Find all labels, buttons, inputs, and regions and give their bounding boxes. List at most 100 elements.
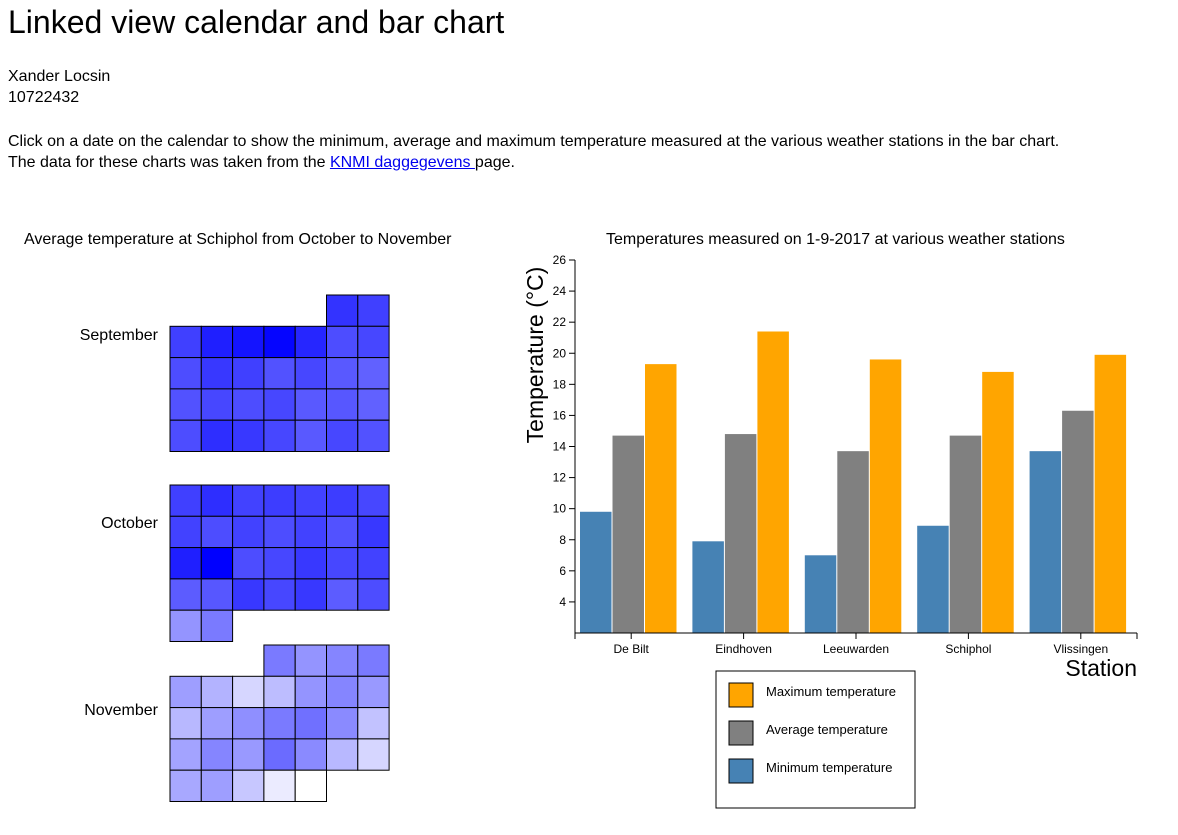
- calendar-day-october-25[interactable]: [263, 578, 296, 611]
- legend-label-average: Average temperature: [766, 722, 888, 737]
- bar-maximum-vlissingen[interactable]: [1094, 354, 1127, 633]
- calendar-day-november-27[interactable]: [200, 769, 234, 803]
- calendar-day-november-11[interactable]: [357, 675, 390, 709]
- intro-line-1: Click on a date on the calendar to show …: [8, 133, 1060, 150]
- student-id: 10722432: [8, 89, 80, 106]
- calendar-day-november-26[interactable]: [169, 769, 202, 803]
- calendar-day-november-5[interactable]: [169, 675, 202, 709]
- legend-swatch-maximum: [728, 682, 754, 708]
- month-label-november: November: [84, 702, 158, 719]
- calendar-day-november-19[interactable]: [169, 738, 202, 771]
- calendar-day-october-21[interactable]: [357, 547, 390, 580]
- calendar-day-october-20[interactable]: [326, 547, 359, 580]
- y-tick-label-24: 24: [553, 284, 567, 298]
- calendar-day-october-12[interactable]: [294, 515, 328, 549]
- calendar-day-october-14[interactable]: [357, 515, 390, 549]
- bar-average-schiphol[interactable]: [949, 435, 982, 633]
- x-tick-label-vlissingen: Vlissingen: [1053, 642, 1108, 656]
- x-tick-label-leeuwarden: Leeuwarden: [823, 642, 889, 656]
- intro-text: Click on a date on the calendar to show …: [8, 131, 1059, 173]
- x-axis-label: Station: [1065, 655, 1137, 681]
- y-tick-label-22: 22: [553, 315, 567, 329]
- y-tick-label-12: 12: [553, 471, 567, 485]
- calendar-day-september-19[interactable]: [232, 388, 265, 421]
- intro-line-2-suffix: page.: [474, 154, 515, 171]
- intro-line-2: The data for these charts was taken from…: [8, 152, 1059, 173]
- calendar-day-october-29[interactable]: [169, 609, 202, 643]
- calendar-day-october-19[interactable]: [294, 547, 328, 580]
- calendar-day-november-29[interactable]: [263, 769, 296, 803]
- calendar-day-november-4[interactable]: [357, 644, 390, 677]
- calendar-day-september-6[interactable]: [263, 325, 296, 359]
- bar-maximum-schiphol[interactable]: [982, 371, 1014, 633]
- bar-minimum-schiphol[interactable]: [917, 525, 949, 633]
- month-label-september: September: [80, 327, 159, 344]
- calendar-day-november-24[interactable]: [326, 738, 359, 771]
- calendar-day-september-22[interactable]: [326, 388, 359, 421]
- bar-average-vlissingen[interactable]: [1062, 410, 1094, 633]
- bar-maximum-leeuwarden[interactable]: [869, 359, 902, 633]
- bar-average-de-bilt[interactable]: [612, 435, 645, 633]
- calendar-day-september-30[interactable]: [357, 419, 390, 453]
- legend-box: [715, 670, 916, 809]
- calendar-day-september-25[interactable]: [200, 419, 234, 453]
- calendar-day-september-12[interactable]: [232, 357, 265, 390]
- calendar-day-november-3[interactable]: [326, 644, 359, 677]
- calendar-day-october-10[interactable]: [232, 515, 265, 549]
- intro-line-2-prefix: The data for these charts was taken from…: [8, 154, 330, 171]
- bar-minimum-de-bilt[interactable]: [580, 511, 612, 633]
- calendar-day-october-24[interactable]: [232, 578, 265, 611]
- legend-label-maximum: Maximum temperature: [766, 684, 896, 699]
- month-label-october: October: [101, 515, 159, 532]
- legend-swatch-minimum: [728, 758, 754, 784]
- calendar-day-september-13[interactable]: [263, 357, 296, 390]
- calendar-day-november-1[interactable]: [263, 644, 296, 677]
- calendar-day-october-4[interactable]: [263, 484, 296, 517]
- bar-minimum-eindhoven[interactable]: [692, 541, 724, 633]
- bar-minimum-vlissingen[interactable]: [1029, 451, 1062, 633]
- page-title: Linked view calendar and bar chart: [8, 4, 505, 40]
- calendar-day-september-23[interactable]: [357, 388, 390, 421]
- bar-maximum-eindhoven[interactable]: [757, 331, 789, 633]
- calendar-day-november-25[interactable]: [357, 738, 390, 771]
- calendar-day-september-26[interactable]: [232, 419, 265, 453]
- calendar-day-october-23[interactable]: [200, 578, 234, 611]
- y-tick-label-18: 18: [553, 377, 567, 391]
- calendar-day-november-10[interactable]: [326, 675, 359, 709]
- calendar-day-september-17[interactable]: [169, 388, 202, 421]
- y-tick-label-4: 4: [559, 595, 566, 609]
- calendar-day-october-28[interactable]: [357, 578, 390, 611]
- calendar-day-october-3[interactable]: [232, 484, 265, 517]
- calendar-day-november-28[interactable]: [232, 769, 265, 803]
- calendar-day-october-16[interactable]: [200, 547, 234, 580]
- y-tick-label-20: 20: [553, 346, 567, 360]
- calendar-day-september-9[interactable]: [357, 325, 390, 359]
- calendar-day-september-16[interactable]: [357, 357, 390, 390]
- bar-maximum-de-bilt[interactable]: [645, 364, 677, 633]
- calendar-day-october-26[interactable]: [294, 578, 328, 611]
- calendar-day-october-9[interactable]: [200, 515, 234, 549]
- calendar-day-september-8[interactable]: [326, 325, 359, 359]
- bar-average-leeuwarden[interactable]: [837, 451, 869, 633]
- calendar-day-september-18[interactable]: [200, 388, 234, 421]
- calendar-day-september-15[interactable]: [326, 357, 359, 390]
- calendar-day-october-5[interactable]: [294, 484, 328, 517]
- y-tick-label-26: 26: [553, 253, 567, 267]
- calendar-day-october-30[interactable]: [200, 609, 234, 643]
- calendar-day-november-30[interactable]: [294, 769, 328, 803]
- calendar-day-september-2[interactable]: [357, 294, 390, 327]
- knmi-link[interactable]: KNMI daggegevens: [329, 154, 475, 171]
- calendar-day-september-4[interactable]: [200, 325, 234, 359]
- bar-minimum-leeuwarden[interactable]: [804, 555, 837, 633]
- calendar-day-november-21[interactable]: [232, 738, 265, 771]
- calendar-day-october-18[interactable]: [263, 547, 296, 580]
- calendar-day-september-27[interactable]: [263, 419, 296, 453]
- calendar-day-september-10[interactable]: [169, 357, 202, 390]
- calendar-day-november-18[interactable]: [357, 707, 390, 740]
- x-tick-label-schiphol: Schiphol: [945, 642, 991, 656]
- calendar-day-september-29[interactable]: [326, 419, 359, 453]
- bar-average-eindhoven[interactable]: [724, 434, 757, 633]
- calendar-day-october-22[interactable]: [169, 578, 202, 611]
- legend-label-minimum: Minimum temperature: [766, 760, 892, 775]
